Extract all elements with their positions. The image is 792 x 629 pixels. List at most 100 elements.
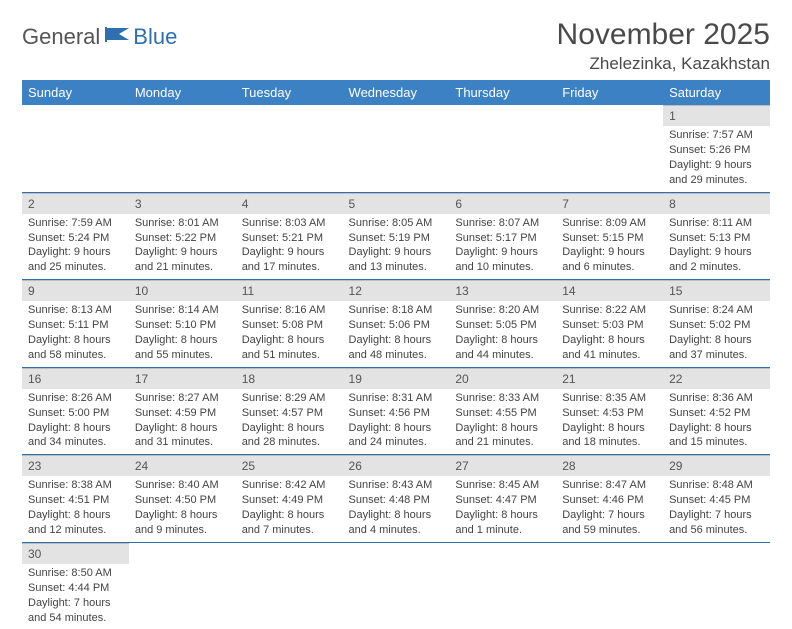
calendar-cell: 2Sunrise: 7:59 AMSunset: 5:24 PMDaylight… bbox=[22, 192, 129, 280]
daylight-line: Daylight: 9 hours bbox=[349, 245, 444, 260]
sunset-line: Sunset: 4:50 PM bbox=[135, 493, 230, 508]
calendar-row: 9Sunrise: 8:13 AMSunset: 5:11 PMDaylight… bbox=[22, 280, 770, 368]
day-content: Sunrise: 8:07 AMSunset: 5:17 PMDaylight:… bbox=[449, 214, 556, 279]
weekday-header: Sunday bbox=[22, 80, 129, 105]
calendar-cell: 28Sunrise: 8:47 AMSunset: 4:46 PMDayligh… bbox=[556, 455, 663, 543]
sunset-line: Sunset: 5:06 PM bbox=[349, 318, 444, 333]
sunset-line: Sunset: 5:26 PM bbox=[669, 143, 764, 158]
day-content: Sunrise: 8:27 AMSunset: 4:59 PMDaylight:… bbox=[129, 389, 236, 454]
day-number: 27 bbox=[449, 455, 556, 476]
sunset-line: Sunset: 5:15 PM bbox=[562, 231, 657, 246]
daylight-line: and 1 minute. bbox=[455, 523, 550, 538]
sunset-line: Sunset: 4:45 PM bbox=[669, 493, 764, 508]
calendar-cell: 25Sunrise: 8:42 AMSunset: 4:49 PMDayligh… bbox=[236, 455, 343, 543]
calendar-cell: 3Sunrise: 8:01 AMSunset: 5:22 PMDaylight… bbox=[129, 192, 236, 280]
logo: General Blue bbox=[22, 18, 177, 50]
calendar-cell: 8Sunrise: 8:11 AMSunset: 5:13 PMDaylight… bbox=[663, 192, 770, 280]
sunrise-line: Sunrise: 8:22 AM bbox=[562, 303, 657, 318]
sunrise-line: Sunrise: 8:38 AM bbox=[28, 478, 123, 493]
calendar-row: 23Sunrise: 8:38 AMSunset: 4:51 PMDayligh… bbox=[22, 455, 770, 543]
daylight-line: Daylight: 8 hours bbox=[669, 421, 764, 436]
daylight-line: and 12 minutes. bbox=[28, 523, 123, 538]
daylight-line: Daylight: 8 hours bbox=[135, 333, 230, 348]
daylight-line: and 6 minutes. bbox=[562, 260, 657, 275]
day-number: 19 bbox=[343, 368, 450, 389]
sunrise-line: Sunrise: 8:13 AM bbox=[28, 303, 123, 318]
calendar-body: 1Sunrise: 7:57 AMSunset: 5:26 PMDaylight… bbox=[22, 105, 770, 629]
sunset-line: Sunset: 5:19 PM bbox=[349, 231, 444, 246]
daylight-line: and 54 minutes. bbox=[28, 611, 123, 626]
daylight-line: Daylight: 8 hours bbox=[562, 333, 657, 348]
daylight-line: and 21 minutes. bbox=[455, 435, 550, 450]
day-content: Sunrise: 8:18 AMSunset: 5:06 PMDaylight:… bbox=[343, 301, 450, 366]
day-content: Sunrise: 8:48 AMSunset: 4:45 PMDaylight:… bbox=[663, 476, 770, 541]
daylight-line: and 7 minutes. bbox=[242, 523, 337, 538]
sunrise-line: Sunrise: 8:01 AM bbox=[135, 216, 230, 231]
daylight-line: and 15 minutes. bbox=[669, 435, 764, 450]
day-number: 8 bbox=[663, 193, 770, 214]
sunset-line: Sunset: 4:51 PM bbox=[28, 493, 123, 508]
calendar-cell bbox=[129, 105, 236, 192]
calendar-cell: 16Sunrise: 8:26 AMSunset: 5:00 PMDayligh… bbox=[22, 367, 129, 455]
day-number: 18 bbox=[236, 368, 343, 389]
sunrise-line: Sunrise: 8:33 AM bbox=[455, 391, 550, 406]
day-number: 22 bbox=[663, 368, 770, 389]
daylight-line: and 44 minutes. bbox=[455, 348, 550, 363]
calendar-cell: 19Sunrise: 8:31 AMSunset: 4:56 PMDayligh… bbox=[343, 367, 450, 455]
calendar-cell: 23Sunrise: 8:38 AMSunset: 4:51 PMDayligh… bbox=[22, 455, 129, 543]
daylight-line: and 55 minutes. bbox=[135, 348, 230, 363]
day-content: Sunrise: 8:26 AMSunset: 5:00 PMDaylight:… bbox=[22, 389, 129, 454]
day-number: 16 bbox=[22, 368, 129, 389]
weekday-header-row: Sunday Monday Tuesday Wednesday Thursday… bbox=[22, 80, 770, 105]
calendar-cell: 4Sunrise: 8:03 AMSunset: 5:21 PMDaylight… bbox=[236, 192, 343, 280]
day-content: Sunrise: 8:11 AMSunset: 5:13 PMDaylight:… bbox=[663, 214, 770, 279]
day-content: Sunrise: 7:57 AMSunset: 5:26 PMDaylight:… bbox=[663, 126, 770, 191]
day-number: 30 bbox=[22, 543, 129, 564]
day-number: 24 bbox=[129, 455, 236, 476]
sunrise-line: Sunrise: 8:26 AM bbox=[28, 391, 123, 406]
sunset-line: Sunset: 5:03 PM bbox=[562, 318, 657, 333]
day-number: 10 bbox=[129, 280, 236, 301]
calendar-row: 1Sunrise: 7:57 AMSunset: 5:26 PMDaylight… bbox=[22, 105, 770, 192]
daylight-line: and 24 minutes. bbox=[349, 435, 444, 450]
sunrise-line: Sunrise: 8:36 AM bbox=[669, 391, 764, 406]
sunrise-line: Sunrise: 8:09 AM bbox=[562, 216, 657, 231]
sunset-line: Sunset: 4:55 PM bbox=[455, 406, 550, 421]
daylight-line: Daylight: 9 hours bbox=[669, 158, 764, 173]
daylight-line: and 10 minutes. bbox=[455, 260, 550, 275]
day-content: Sunrise: 8:29 AMSunset: 4:57 PMDaylight:… bbox=[236, 389, 343, 454]
day-number: 20 bbox=[449, 368, 556, 389]
calendar-cell: 21Sunrise: 8:35 AMSunset: 4:53 PMDayligh… bbox=[556, 367, 663, 455]
sunrise-line: Sunrise: 8:29 AM bbox=[242, 391, 337, 406]
daylight-line: and 13 minutes. bbox=[349, 260, 444, 275]
calendar-cell bbox=[22, 105, 129, 192]
daylight-line: Daylight: 8 hours bbox=[242, 508, 337, 523]
calendar-table: Sunday Monday Tuesday Wednesday Thursday… bbox=[22, 80, 770, 629]
calendar-cell bbox=[236, 105, 343, 192]
sunrise-line: Sunrise: 8:43 AM bbox=[349, 478, 444, 493]
calendar-cell: 24Sunrise: 8:40 AMSunset: 4:50 PMDayligh… bbox=[129, 455, 236, 543]
day-content: Sunrise: 8:45 AMSunset: 4:47 PMDaylight:… bbox=[449, 476, 556, 541]
sunset-line: Sunset: 5:00 PM bbox=[28, 406, 123, 421]
daylight-line: Daylight: 8 hours bbox=[349, 508, 444, 523]
day-content: Sunrise: 8:16 AMSunset: 5:08 PMDaylight:… bbox=[236, 301, 343, 366]
daylight-line: Daylight: 8 hours bbox=[242, 333, 337, 348]
sunrise-line: Sunrise: 8:50 AM bbox=[28, 566, 123, 581]
sunrise-line: Sunrise: 8:11 AM bbox=[669, 216, 764, 231]
daylight-line: Daylight: 9 hours bbox=[562, 245, 657, 260]
day-number: 4 bbox=[236, 193, 343, 214]
title-block: November 2025 Zhelezinka, Kazakhstan bbox=[557, 18, 770, 74]
calendar-cell: 22Sunrise: 8:36 AMSunset: 4:52 PMDayligh… bbox=[663, 367, 770, 455]
daylight-line: Daylight: 8 hours bbox=[242, 421, 337, 436]
daylight-line: and 25 minutes. bbox=[28, 260, 123, 275]
sunset-line: Sunset: 4:48 PM bbox=[349, 493, 444, 508]
location: Zhelezinka, Kazakhstan bbox=[557, 54, 770, 74]
day-content: Sunrise: 8:22 AMSunset: 5:03 PMDaylight:… bbox=[556, 301, 663, 366]
day-number: 14 bbox=[556, 280, 663, 301]
daylight-line: and 51 minutes. bbox=[242, 348, 337, 363]
daylight-line: and 31 minutes. bbox=[135, 435, 230, 450]
sunset-line: Sunset: 5:11 PM bbox=[28, 318, 123, 333]
day-number: 12 bbox=[343, 280, 450, 301]
daylight-line: Daylight: 7 hours bbox=[28, 596, 123, 611]
daylight-line: Daylight: 8 hours bbox=[135, 508, 230, 523]
